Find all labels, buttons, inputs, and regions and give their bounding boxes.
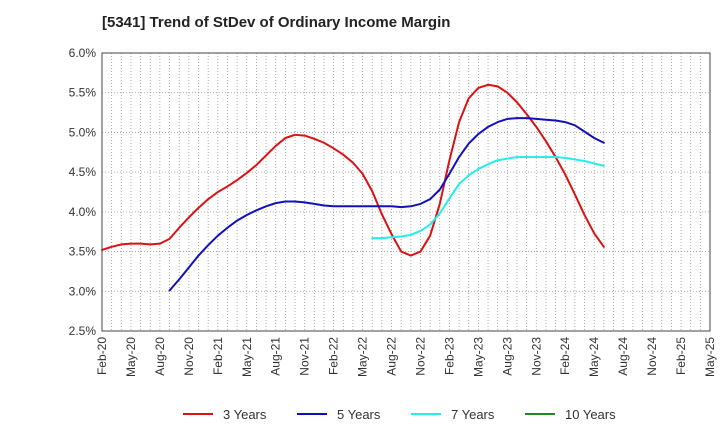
series-line-7-years <box>371 156 605 240</box>
legend-label: 10 Years <box>565 407 616 422</box>
chart-title: [5341] Trend of StDev of Ordinary Income… <box>102 14 451 31</box>
y-axis: 6.0% 5.5% 5.0% 4.5% 4.0% 3.5% 3.0% 2.5% <box>69 46 97 338</box>
legend-label: 7 Years <box>451 407 495 422</box>
x-tick-label: Aug-20 <box>153 337 167 376</box>
y-tick-label: 2.5% <box>69 324 97 338</box>
x-tick-label: Feb-25 <box>674 337 688 375</box>
legend: 3 Years 5 Years 7 Years 10 Years <box>183 407 616 422</box>
x-tick-label: Aug-24 <box>616 337 630 376</box>
x-tick-label: May-24 <box>587 337 601 377</box>
y-tick-label: 3.0% <box>69 284 97 298</box>
x-tick-label: May-22 <box>356 337 370 377</box>
series-line-3-years <box>101 83 605 257</box>
x-tick-label: Nov-23 <box>529 337 543 376</box>
x-tick-label: Nov-22 <box>413 337 427 376</box>
x-tick-label: Feb-24 <box>558 337 572 375</box>
x-tick-label: May-23 <box>471 337 485 377</box>
plot-frame <box>101 52 711 332</box>
x-tick-label: Aug-23 <box>500 337 514 376</box>
x-tick-label: Aug-21 <box>269 337 283 376</box>
legend-label: 3 Years <box>223 407 267 422</box>
y-tick-label: 4.0% <box>69 205 97 219</box>
legend-label: 5 Years <box>337 407 381 422</box>
y-tick-label: 4.5% <box>69 165 97 179</box>
x-tick-label: Feb-20 <box>95 337 109 375</box>
x-tick-label: Feb-22 <box>327 337 341 375</box>
x-tick-label: Aug-22 <box>385 337 399 376</box>
grid-lines <box>102 53 710 331</box>
y-tick-label: 5.0% <box>69 125 97 139</box>
x-tick-label: Nov-21 <box>298 337 312 376</box>
x-axis: Feb-20 May-20 Aug-20 Nov-20 Feb-21 May-21 Aug-… <box>95 337 717 377</box>
x-tick-label: May-25 <box>703 337 717 377</box>
series-line-5-years <box>168 117 605 292</box>
x-tick-label: Nov-24 <box>645 337 659 376</box>
x-tick-label: May-21 <box>240 337 254 377</box>
series-lines <box>101 83 605 292</box>
x-tick-label: Feb-23 <box>442 337 456 375</box>
x-tick-label: Feb-21 <box>211 337 225 375</box>
x-tick-label: May-20 <box>124 337 138 377</box>
y-tick-label: 3.5% <box>69 245 97 259</box>
y-tick-label: 6.0% <box>69 46 97 60</box>
y-tick-label: 5.5% <box>69 86 97 100</box>
x-tick-label: Nov-20 <box>182 337 196 376</box>
